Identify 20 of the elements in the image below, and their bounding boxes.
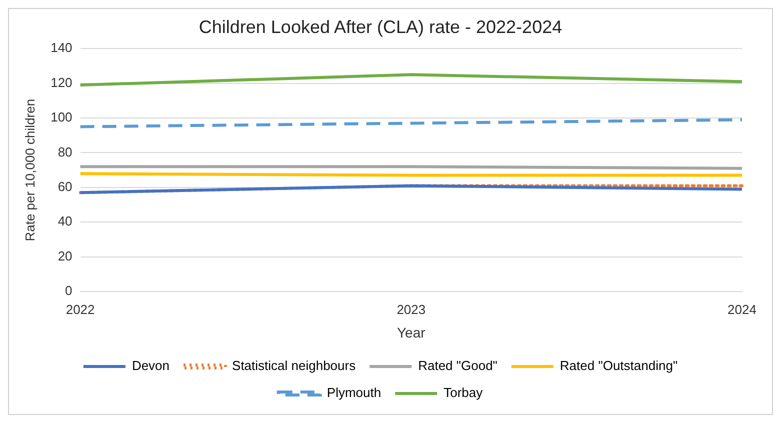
y-tick-label: 140 (50, 40, 72, 56)
legend-label: Rated "Outstanding" (560, 358, 678, 374)
y-tick-label: 60 (58, 179, 72, 194)
y-tick-label: 80 (58, 144, 72, 160)
chart-title: Children Looked After (CLA) rate - 2022-2024 (198, 16, 562, 37)
legend-label: Devon (132, 358, 170, 374)
y-tick-label: 120 (50, 74, 72, 90)
legend-label: Torbay (444, 385, 484, 400)
legend-label: Statistical neighbours (232, 358, 356, 374)
x-tick-label: 2024 (728, 302, 756, 317)
x-tick-label: 2023 (396, 302, 426, 317)
legend-label: Plymouth (326, 385, 382, 400)
y-tick-label: 100 (50, 110, 72, 125)
y-tick-label: 0 (65, 283, 72, 298)
y-axis-title: Rate per 10,000 children (22, 98, 38, 242)
y-tick-label: 20 (58, 248, 72, 264)
x-axis-title: Year (396, 324, 426, 340)
y-tick-label: 40 (58, 214, 72, 229)
x-tick-label: 2022 (66, 302, 95, 317)
legend-label: Rated "Good" (418, 358, 498, 374)
